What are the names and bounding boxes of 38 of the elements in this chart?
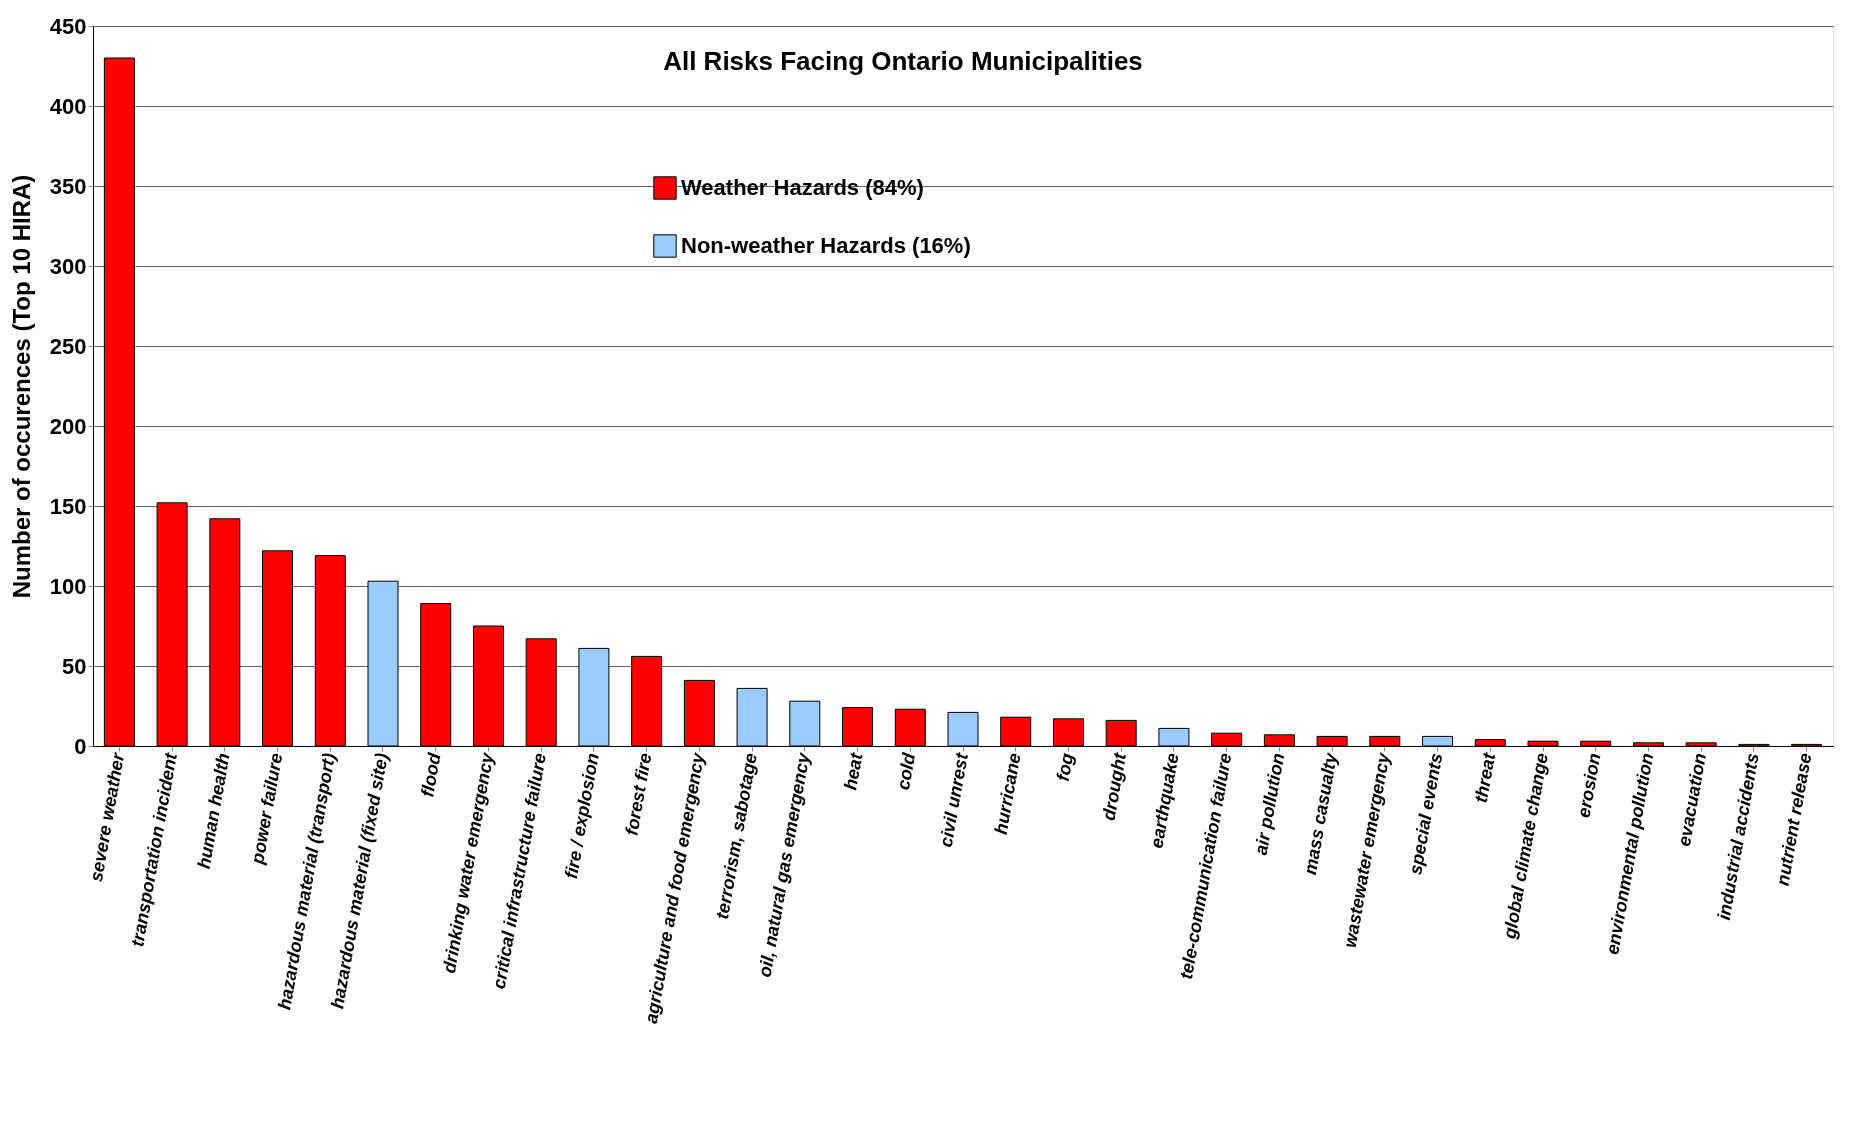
x-tick-label: heat <box>840 750 867 792</box>
x-tick-label: mass casualty <box>1299 750 1342 877</box>
x-tick-label: fire / explosion <box>561 751 603 881</box>
y-axis-title: Number of occurences (Top 10 HIRA) <box>7 174 35 599</box>
x-tick-label: air pollution <box>1250 751 1289 857</box>
y-tick-label: 300 <box>49 253 87 279</box>
x-tick-label: earthquake <box>1146 751 1183 850</box>
x-tick-label: forest fire <box>621 751 656 837</box>
y-tick-label: 150 <box>49 493 87 519</box>
x-tick-label: hurricane <box>990 751 1025 836</box>
x-tick-label: human health <box>193 751 234 871</box>
legend-label: Non-weather Hazards (16%) <box>681 233 971 258</box>
x-tick-label: wastewater emergency <box>1339 750 1394 950</box>
x-tick-label: terrorism, sabotage <box>712 751 761 921</box>
x-tick-label: fog <box>1052 751 1078 783</box>
y-tick-label: 350 <box>49 173 87 199</box>
x-tick-label: threat <box>1470 750 1500 805</box>
x-tick-label: industrial accidents <box>1713 751 1763 922</box>
x-tick-label: environmental pollution <box>1602 751 1658 956</box>
x-tick-label: special events <box>1405 751 1447 877</box>
y-tick-label: 50 <box>62 653 87 679</box>
x-tick-label: severe weather <box>85 750 129 884</box>
y-tick-label: 250 <box>49 333 87 359</box>
y-tick-label: 200 <box>49 413 87 439</box>
x-tick-label: civil unrest <box>935 750 973 849</box>
x-tick-label: flood <box>417 750 445 799</box>
y-tick-label: 0 <box>74 733 87 759</box>
text: All Risks Facing Ontario Municipalities <box>663 46 1143 76</box>
x-tick-label: evacuation <box>1674 751 1711 848</box>
x-tick-label: cold <box>893 750 920 792</box>
x-tick-label: erosion <box>1573 751 1605 820</box>
y-tick-label: 100 <box>49 573 87 599</box>
y-tick-label: 400 <box>49 93 87 119</box>
x-tick-label: power failure <box>247 751 287 867</box>
y-tick-label: 450 <box>49 13 87 39</box>
x-tick-label: nutrient release <box>1772 751 1816 888</box>
x-tick-label: global climate change <box>1499 751 1552 942</box>
x-tick-label: drought <box>1098 750 1131 823</box>
